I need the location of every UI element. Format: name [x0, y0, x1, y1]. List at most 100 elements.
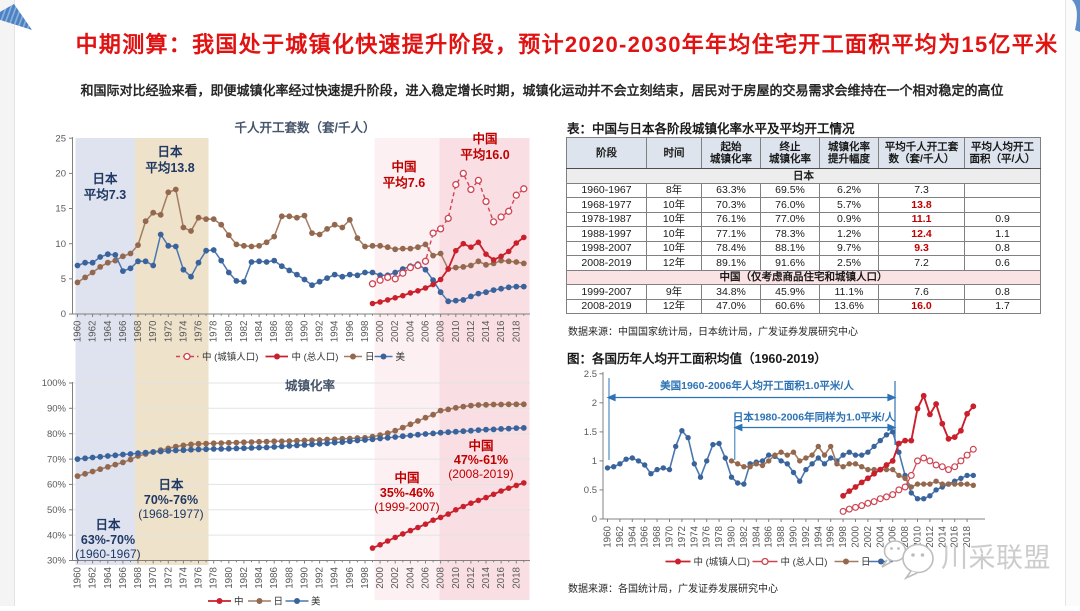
- svg-text:1984: 1984: [254, 320, 265, 342]
- svg-text:美: 美: [311, 596, 321, 607]
- svg-text:5: 5: [61, 274, 66, 285]
- svg-text:1994: 1994: [330, 566, 341, 588]
- svg-text:1982: 1982: [739, 526, 750, 548]
- svg-text:2018: 2018: [511, 320, 522, 342]
- svg-text:1.5: 1.5: [584, 427, 597, 438]
- svg-text:1978: 1978: [209, 320, 220, 342]
- svg-text:1988: 1988: [284, 566, 295, 588]
- svg-text:1982: 1982: [239, 567, 250, 589]
- svg-text:60%: 60%: [47, 480, 67, 491]
- svg-text:2016: 2016: [496, 320, 507, 342]
- svg-text:1976: 1976: [194, 566, 205, 588]
- svg-text:2002: 2002: [390, 321, 401, 343]
- svg-text:千人开工套数（套/千人）: 千人开工套数（套/千人）: [235, 120, 376, 135]
- svg-text:63%-70%: 63%-70%: [81, 533, 135, 547]
- svg-text:1974: 1974: [178, 320, 189, 342]
- svg-text:1968: 1968: [133, 320, 144, 342]
- svg-text:日本1980-2006年同样为1.0平米/人: 日本1980-2006年同样为1.0平米/人: [733, 411, 896, 424]
- svg-text:70%: 70%: [47, 454, 67, 465]
- svg-text:1992: 1992: [315, 567, 326, 589]
- svg-text:1980: 1980: [224, 566, 235, 588]
- svg-text:2000: 2000: [851, 525, 862, 547]
- svg-text:1996: 1996: [826, 525, 837, 547]
- svg-text:2012: 2012: [466, 567, 477, 589]
- svg-text:80%: 80%: [47, 429, 67, 440]
- svg-text:2018: 2018: [962, 525, 973, 547]
- svg-text:1990: 1990: [300, 320, 311, 342]
- svg-text:日: 日: [274, 597, 284, 607]
- svg-text:2000: 2000: [375, 566, 386, 588]
- svg-text:中 (城镇人口): 中 (城镇人口): [694, 556, 750, 568]
- svg-text:中 (总人口): 中 (总人口): [781, 556, 828, 568]
- svg-text:2.5: 2.5: [584, 369, 597, 380]
- svg-text:2016: 2016: [950, 525, 961, 547]
- svg-text:1998: 1998: [360, 320, 371, 342]
- svg-text:中 (总人口): 中 (总人口): [292, 351, 339, 363]
- svg-text:1960: 1960: [603, 525, 614, 547]
- svg-text:美: 美: [396, 351, 406, 363]
- svg-text:川采联盟: 川采联盟: [941, 543, 1051, 573]
- svg-text:1966: 1966: [640, 525, 651, 547]
- svg-text:1998: 1998: [360, 566, 371, 588]
- svg-text:中国: 中国: [394, 470, 419, 485]
- svg-text:(1968-1977): (1968-1977): [138, 507, 203, 521]
- svg-text:1998: 1998: [838, 525, 849, 547]
- svg-text:0: 0: [61, 309, 66, 320]
- svg-text:2014: 2014: [937, 525, 948, 547]
- svg-text:1980: 1980: [224, 320, 235, 342]
- svg-text:1988: 1988: [284, 320, 295, 342]
- svg-text:日本: 日本: [158, 477, 184, 492]
- svg-text:2002: 2002: [390, 567, 401, 589]
- svg-text:日本: 日本: [157, 144, 183, 159]
- svg-text:50%: 50%: [47, 505, 67, 516]
- svg-text:1990: 1990: [789, 525, 800, 547]
- svg-text:2010: 2010: [913, 525, 924, 547]
- svg-text:2014: 2014: [481, 320, 492, 342]
- svg-text:中国: 中国: [472, 131, 497, 146]
- svg-text:日本: 日本: [92, 171, 118, 186]
- svg-text:(1960-1967): (1960-1967): [75, 547, 140, 561]
- svg-text:70%-76%: 70%-76%: [144, 493, 198, 507]
- svg-text:30%: 30%: [47, 556, 67, 567]
- svg-text:中国: 中国: [391, 159, 416, 174]
- svg-text:2010: 2010: [451, 320, 462, 342]
- svg-text:15: 15: [55, 204, 66, 215]
- svg-text:平均7.3: 平均7.3: [84, 187, 126, 202]
- svg-text:25: 25: [55, 133, 66, 144]
- svg-text:日本: 日本: [95, 517, 121, 532]
- svg-text:2006: 2006: [421, 320, 432, 342]
- svg-text:1996: 1996: [345, 566, 356, 588]
- svg-text:平均16.0: 平均16.0: [460, 147, 509, 162]
- svg-text:2: 2: [592, 398, 597, 409]
- svg-text:中国: 中国: [468, 438, 493, 453]
- svg-text:1968: 1968: [133, 566, 144, 588]
- svg-text:1960: 1960: [73, 320, 84, 342]
- svg-text:(2008-2019): (2008-2019): [448, 467, 513, 481]
- svg-text:美国1960-2006年人均开工面积1.0平米/人: 美国1960-2006年人均开工面积1.0平米/人: [660, 379, 854, 392]
- svg-text:2002: 2002: [863, 526, 874, 548]
- svg-text:(1999-2007): (1999-2007): [374, 500, 439, 514]
- svg-text:1978: 1978: [714, 525, 725, 547]
- svg-text:1974: 1974: [689, 525, 700, 547]
- svg-text:100%: 100%: [42, 378, 67, 389]
- svg-text:日: 日: [365, 352, 375, 363]
- svg-text:1972: 1972: [163, 567, 174, 589]
- svg-text:1972: 1972: [163, 321, 174, 343]
- svg-text:2004: 2004: [405, 320, 416, 342]
- svg-text:1990: 1990: [300, 566, 311, 588]
- svg-text:1994: 1994: [330, 320, 341, 342]
- svg-text:1982: 1982: [239, 321, 250, 343]
- svg-text:1960: 1960: [73, 566, 84, 588]
- svg-text:2010: 2010: [451, 566, 462, 588]
- svg-text:2000: 2000: [375, 320, 386, 342]
- svg-text:1964: 1964: [103, 566, 114, 588]
- svg-text:47%-61%: 47%-61%: [454, 453, 508, 467]
- svg-text:2006: 2006: [888, 525, 899, 547]
- svg-text:1968: 1968: [652, 525, 663, 547]
- svg-text:2012: 2012: [925, 526, 936, 548]
- svg-text:1996: 1996: [345, 320, 356, 342]
- svg-text:2008: 2008: [436, 320, 447, 342]
- svg-text:20: 20: [55, 169, 66, 180]
- svg-text:0: 0: [592, 514, 597, 525]
- svg-text:1974: 1974: [178, 566, 189, 588]
